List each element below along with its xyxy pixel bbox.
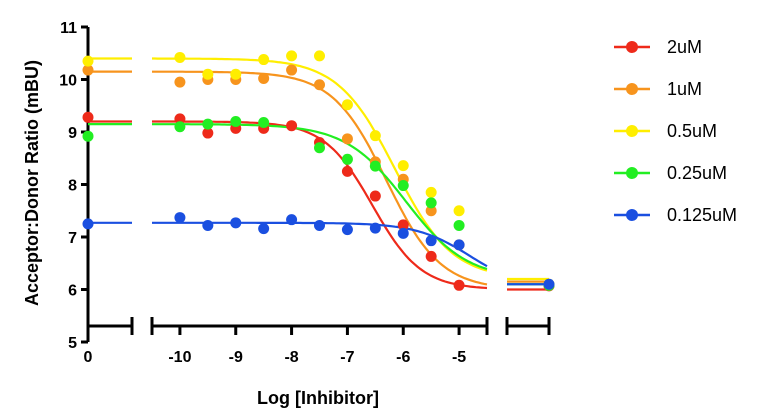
y-tick-label: 11 <box>60 20 77 37</box>
data-point <box>369 190 381 202</box>
data-point <box>258 117 270 129</box>
fit-curve <box>152 70 488 286</box>
data-point <box>258 54 270 66</box>
x-tick-label: -10 <box>168 349 191 366</box>
x-tick-label: -8 <box>284 349 298 366</box>
data-point <box>230 116 242 127</box>
data-point <box>369 130 381 142</box>
data-point <box>453 205 465 217</box>
y-tick-label: 8 <box>68 178 77 195</box>
data-point <box>425 197 437 209</box>
data-point <box>174 121 186 133</box>
data-point <box>82 64 94 76</box>
x-tick-label: -6 <box>396 349 410 366</box>
legend-label: 1uM <box>667 79 702 99</box>
data-point <box>453 239 465 251</box>
legend-label: 0.25uM <box>667 163 727 183</box>
data-point <box>174 212 186 224</box>
legend-marker <box>626 83 638 95</box>
data-point <box>202 127 214 139</box>
data-point <box>82 55 94 67</box>
y-tick-label: 10 <box>59 73 77 90</box>
data-point <box>258 72 270 84</box>
data-point <box>453 279 465 291</box>
y-axis-title: Acceptor:Donor Ratio (mBU) <box>22 60 42 306</box>
data-point <box>82 130 94 142</box>
data-point <box>286 64 298 76</box>
x-tick-label: -9 <box>229 349 243 366</box>
data-point <box>341 99 353 111</box>
y-tick-label: 9 <box>68 125 77 142</box>
data-point <box>425 186 437 198</box>
data-point <box>82 218 94 230</box>
legend-marker <box>626 167 638 179</box>
data-point <box>341 153 353 165</box>
data-point <box>202 68 214 80</box>
legend-label: 2uM <box>667 37 702 57</box>
legend-label: 0.125uM <box>667 205 737 225</box>
data-point <box>230 68 242 80</box>
legend: 2uM 1uM 0.5uM 0.25uM 0.125uM <box>614 37 737 225</box>
data-point <box>258 223 270 235</box>
legend-marker <box>626 41 638 53</box>
data-point <box>174 51 186 63</box>
data-points <box>82 50 555 292</box>
data-point <box>341 165 353 177</box>
x-tick-label: 0 <box>84 349 93 366</box>
data-point <box>425 250 437 262</box>
data-point <box>286 214 298 226</box>
x-tick-label: -7 <box>340 349 354 366</box>
x-axis-title: Log [Inhibitor] <box>257 388 379 408</box>
data-point <box>397 227 409 239</box>
data-point <box>369 160 381 172</box>
x-tick-label: -5 <box>452 349 466 366</box>
y-tick-label: 6 <box>68 283 77 300</box>
data-point <box>453 219 465 231</box>
legend-marker <box>626 209 638 221</box>
data-point <box>425 235 437 247</box>
axes: 5 6 7 8 9 10 11 0 -10 -9 -8 -7 -6 -5 <box>59 20 551 366</box>
data-point <box>397 180 409 192</box>
y-tick-label: 7 <box>68 230 77 247</box>
y-tick-label: 5 <box>68 335 77 352</box>
data-point <box>341 133 353 145</box>
data-point <box>174 76 186 88</box>
data-point <box>314 50 325 62</box>
data-point <box>314 79 325 91</box>
data-point <box>314 219 325 231</box>
data-point <box>369 222 381 234</box>
data-point <box>341 224 353 236</box>
data-point <box>174 113 186 125</box>
data-point <box>543 278 555 290</box>
data-point <box>202 219 214 231</box>
data-point <box>397 160 409 172</box>
data-point <box>230 217 242 229</box>
data-point <box>314 142 325 154</box>
data-point <box>425 205 437 217</box>
legend-label: 0.5uM <box>667 121 717 141</box>
data-point <box>286 50 298 62</box>
data-point <box>397 219 409 231</box>
fit-curves <box>88 57 549 291</box>
legend-marker <box>626 125 638 137</box>
data-point <box>82 111 94 123</box>
data-point <box>202 118 214 130</box>
data-point <box>286 120 298 132</box>
